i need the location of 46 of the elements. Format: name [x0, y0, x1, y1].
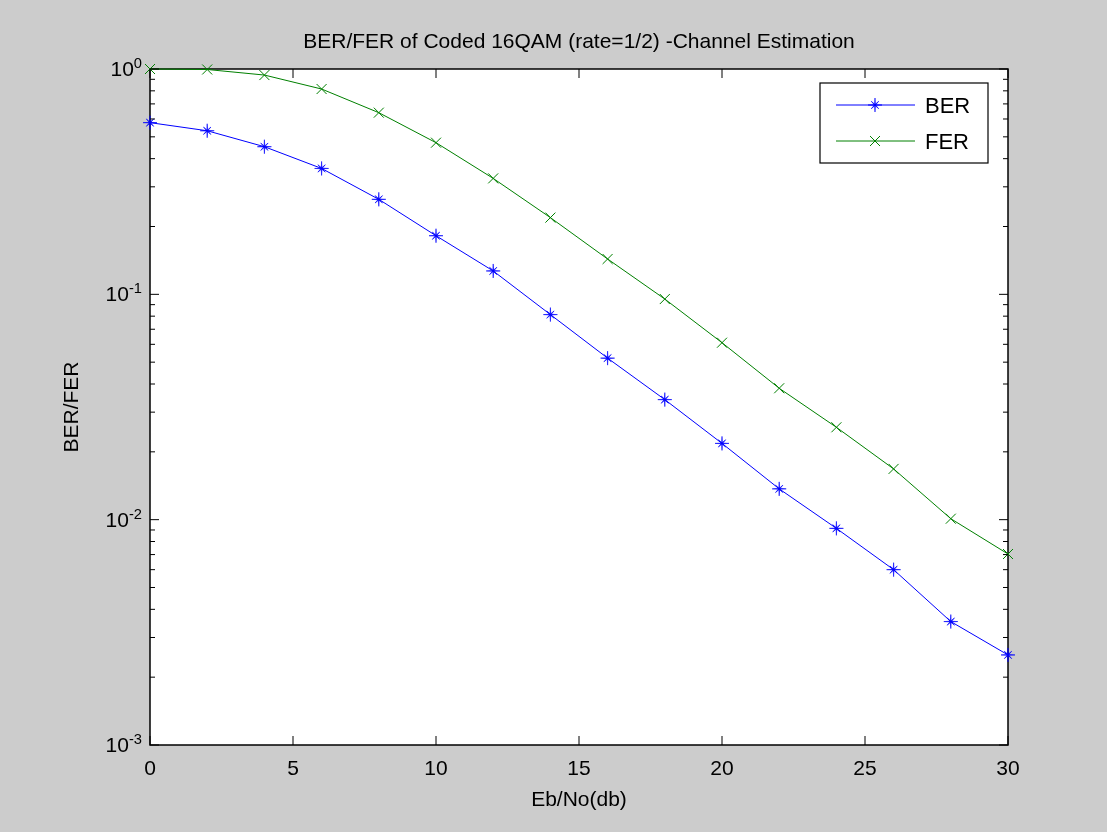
- point: [829, 521, 844, 536]
- point: [371, 192, 387, 207]
- point: [600, 350, 615, 366]
- x-tick-label: 20: [710, 756, 734, 779]
- point: [602, 253, 614, 265]
- point: [428, 228, 444, 244]
- point: [258, 69, 270, 81]
- x-tick-label: 5: [287, 756, 299, 779]
- point: [257, 139, 272, 155]
- x-tick-label: 0: [144, 756, 156, 779]
- legend-label: BER: [925, 93, 971, 118]
- point: [888, 463, 900, 475]
- chart-title: BER/FER of Coded 16QAM (rate=1/2) -Channel Estimation: [303, 29, 855, 52]
- x-axis-title: Eb/No(db): [531, 787, 627, 810]
- x-tick-label: 25: [853, 756, 877, 779]
- y-tick-label: 10$^{-1}$: [105, 280, 142, 306]
- point: [544, 212, 556, 224]
- y-tick-label: 10$^{-2}$: [105, 505, 142, 531]
- x-tick-label: 10: [424, 756, 448, 779]
- point: [945, 513, 957, 525]
- point: [485, 263, 501, 279]
- point: [714, 436, 730, 451]
- y-tick-label: 10$^{0}$: [110, 55, 142, 80]
- legend-label: FER: [925, 129, 969, 154]
- y-axis-title: BER/FER: [59, 361, 82, 453]
- point: [142, 115, 158, 130]
- point: [771, 481, 787, 497]
- x-tick-label: 30: [996, 756, 1020, 779]
- point: [943, 614, 959, 629]
- y-tick-label: 10$^{-3}$: [105, 731, 142, 756]
- point: [657, 392, 673, 407]
- point: [886, 562, 901, 577]
- point: [659, 293, 671, 305]
- point: [1000, 647, 1016, 663]
- point: [716, 337, 728, 349]
- x-tick-label: 15: [567, 756, 591, 779]
- point: [830, 421, 842, 433]
- point: [543, 307, 558, 322]
- point: [314, 161, 329, 176]
- point: [199, 123, 215, 139]
- point: [487, 172, 499, 184]
- point: [430, 137, 442, 149]
- point: [773, 382, 785, 394]
- point: [201, 63, 213, 75]
- point: [316, 83, 328, 95]
- point: [373, 107, 385, 119]
